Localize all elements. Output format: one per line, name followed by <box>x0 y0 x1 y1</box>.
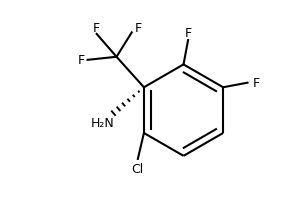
Text: F: F <box>78 54 85 67</box>
Text: F: F <box>134 22 141 35</box>
Text: H₂N: H₂N <box>91 116 115 129</box>
Text: F: F <box>253 77 260 90</box>
Text: F: F <box>184 27 192 40</box>
Text: Cl: Cl <box>132 162 144 175</box>
Text: F: F <box>93 22 100 35</box>
